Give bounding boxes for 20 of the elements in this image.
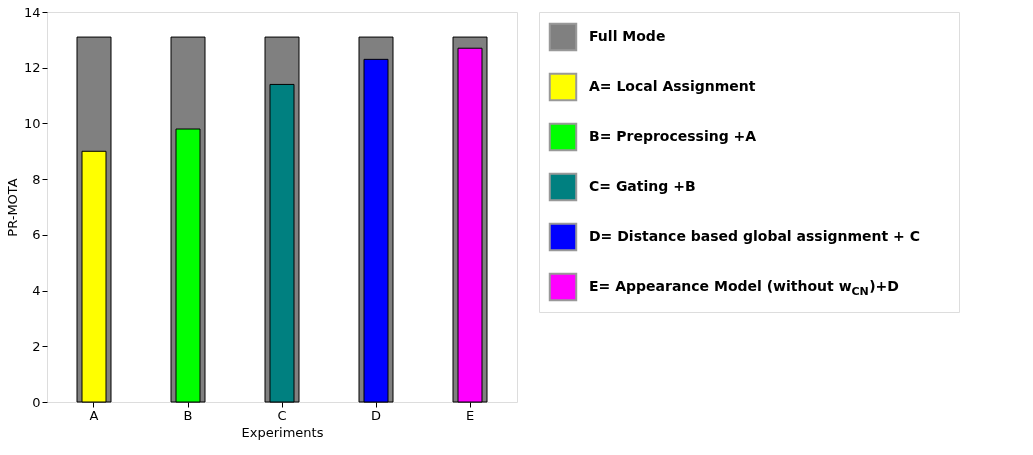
y-tick-label: 2 [32,338,41,354]
y-tick-label: 0 [32,394,41,410]
x-tick-label: A [89,407,99,423]
legend-label: B= Preprocessing +A [589,128,757,144]
y-tick-label: 14 [23,4,41,20]
legend-label: C= Gating +B [589,178,696,194]
x-tick-label: B [183,407,193,423]
y-tick-label: 6 [32,227,41,243]
legend-label: D= Distance based global assignment + C [589,228,920,244]
y-tick-label: 4 [32,283,41,299]
y-tick-label: 12 [23,60,41,76]
x-tick-label: E [465,407,475,423]
legend-label: Full Mode [589,28,666,44]
x-tick-label: D [370,407,382,423]
legend-label: A= Local Assignment [589,78,756,94]
x-axis-title: Experiments [241,424,324,440]
y-tick-label: 8 [32,171,41,187]
x-tick-label: C [277,407,287,423]
y-tick-label: 10 [23,115,41,131]
y-axis-title: PR-MOTA [4,178,20,237]
